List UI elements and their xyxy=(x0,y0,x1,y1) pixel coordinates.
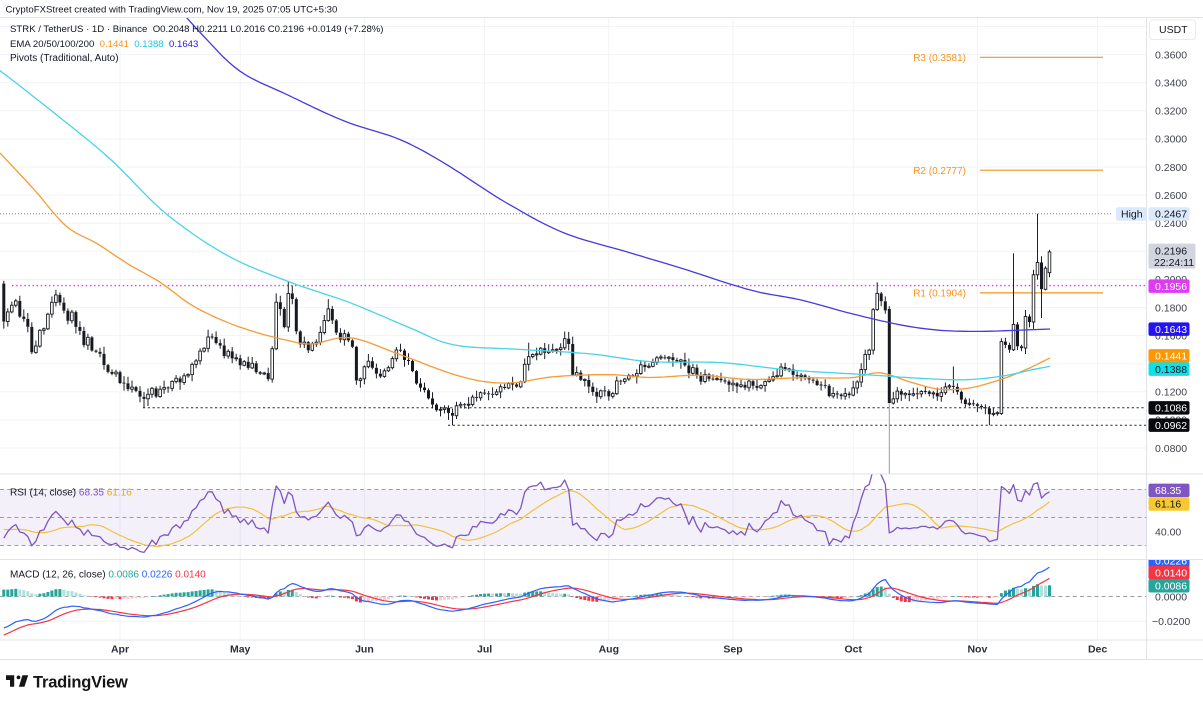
svg-text:0.2400: 0.2400 xyxy=(1155,218,1187,230)
svg-text:TradingView: TradingView xyxy=(33,674,128,692)
svg-text:0.1388: 0.1388 xyxy=(1155,364,1187,376)
svg-text:R1 (0.1904): R1 (0.1904) xyxy=(913,289,966,300)
svg-text:40.00: 40.00 xyxy=(1155,526,1181,538)
svg-text:Jun: Jun xyxy=(355,644,374,656)
svg-text:0.3000: 0.3000 xyxy=(1155,134,1187,146)
svg-text:0.2467: 0.2467 xyxy=(1155,209,1187,221)
svg-text:61.16: 61.16 xyxy=(1155,499,1181,511)
svg-text:0.1441: 0.1441 xyxy=(1155,351,1187,363)
svg-text:0.2196: 0.2196 xyxy=(1155,245,1187,257)
svg-text:0.0226: 0.0226 xyxy=(1155,556,1187,568)
svg-text:0.1086: 0.1086 xyxy=(1155,402,1187,414)
svg-text:Oct: Oct xyxy=(844,644,862,656)
svg-text:Sep: Sep xyxy=(723,644,742,656)
svg-text:USDT: USDT xyxy=(1159,24,1188,36)
svg-text:Dec: Dec xyxy=(1088,644,1107,656)
svg-text:0.1200: 0.1200 xyxy=(1155,387,1187,399)
svg-text:68.35: 68.35 xyxy=(1155,485,1181,497)
svg-text:CryptoFXStreet created with Tr: CryptoFXStreet created with TradingView.… xyxy=(6,5,338,16)
svg-text:R3 (0.3581): R3 (0.3581) xyxy=(913,53,966,64)
svg-text:0.1956: 0.1956 xyxy=(1155,281,1187,293)
svg-text:−0.0200: −0.0200 xyxy=(1152,616,1190,628)
svg-text:0.2600: 0.2600 xyxy=(1155,190,1187,202)
svg-text:0.3200: 0.3200 xyxy=(1155,106,1187,118)
svg-text:0.2800: 0.2800 xyxy=(1155,162,1187,174)
svg-text:Aug: Aug xyxy=(599,644,619,656)
svg-text:0.0000: 0.0000 xyxy=(1155,591,1187,603)
svg-text:EMA 20/50/100/200 0.1441 0.1: EMA 20/50/100/200 0.1441 0.1388 0.1643 xyxy=(10,39,198,50)
svg-text:0.0962: 0.0962 xyxy=(1155,420,1187,432)
svg-text:0.1643: 0.1643 xyxy=(1155,324,1187,336)
svg-text:Jul: Jul xyxy=(477,644,492,656)
svg-text:0.0800: 0.0800 xyxy=(1155,443,1187,455)
svg-text:MACD (12, 26, close) 0.0086: MACD (12, 26, close) 0.0086 0.0226 0.014… xyxy=(10,569,206,580)
svg-text:Pivots (Traditional, Auto): Pivots (Traditional, Auto) xyxy=(10,53,119,64)
svg-text:0.0086: 0.0086 xyxy=(1155,580,1187,592)
svg-text:High: High xyxy=(1121,208,1143,220)
svg-text:R2 (0.2777): R2 (0.2777) xyxy=(913,166,966,177)
svg-text:Nov: Nov xyxy=(967,644,987,656)
svg-text:0.3400: 0.3400 xyxy=(1155,78,1187,90)
svg-text:May: May xyxy=(230,644,251,656)
svg-text:0.3600: 0.3600 xyxy=(1155,49,1187,61)
svg-text:STRK / TetherUS · 1D · Binance: STRK / TetherUS · 1D · Binance O0.2048 H… xyxy=(10,24,384,35)
svg-text:Apr: Apr xyxy=(111,644,129,656)
svg-text:0.0140: 0.0140 xyxy=(1155,567,1187,579)
svg-text:RSI (14, close) 68.35 61.16: RSI (14, close) 68.35 61.16 xyxy=(10,487,132,498)
svg-text:22:24:11: 22:24:11 xyxy=(1154,257,1194,269)
svg-text:0.1800: 0.1800 xyxy=(1155,302,1187,314)
